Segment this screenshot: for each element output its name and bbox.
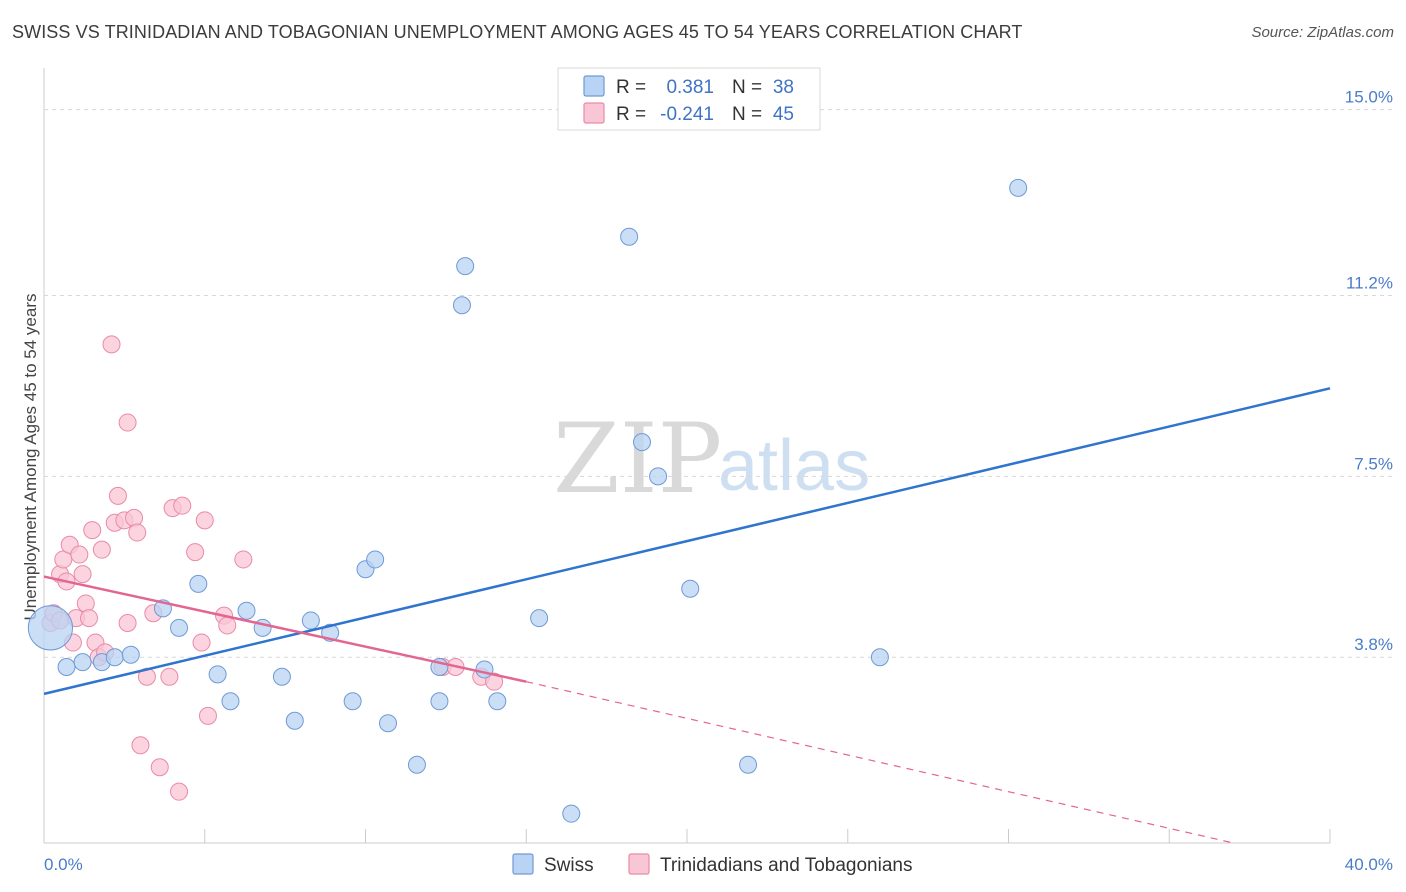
swiss-point (343, 692, 362, 711)
swiss-point (620, 227, 639, 246)
swiss-series-swatch (512, 853, 534, 875)
trini-point (128, 523, 147, 542)
y-tick-labels: 3.8% 7.5% 11.2% 15.0% (1345, 88, 1393, 655)
swiss-point (475, 660, 494, 679)
trini-point (234, 550, 253, 569)
source-label: Source: ZipAtlas.com (1251, 24, 1394, 41)
swiss-points (27, 178, 1028, 823)
swiss-point (562, 804, 581, 823)
trini-trend-line (43, 575, 527, 683)
swiss-point (681, 579, 700, 598)
swiss-series-label: Swiss (544, 855, 594, 876)
swiss-point (452, 296, 471, 315)
trini-point (108, 486, 127, 505)
swiss-point (301, 611, 320, 630)
trini-series-swatch (628, 853, 650, 875)
trini-point (118, 413, 137, 432)
trini-point (80, 609, 99, 628)
stats-legend: R = 0.381 N = 38 R = -0.241 N = 45 (557, 67, 821, 131)
swiss-point (530, 609, 549, 628)
swiss-point (488, 692, 507, 711)
y-axis-label: Unemployment Among Ages 45 to 54 years (21, 294, 40, 621)
gridlines (44, 109, 1392, 658)
swiss-r-value: 0.381 (666, 77, 714, 98)
swiss-point (121, 645, 140, 664)
swiss-point (105, 648, 124, 667)
trini-point (92, 540, 111, 559)
trini-points (41, 335, 504, 801)
trini-n-value: 45 (773, 104, 794, 125)
swiss-n-value: 38 (773, 77, 794, 98)
swiss-point (1009, 178, 1028, 197)
trini-point (170, 782, 189, 801)
swiss-point (272, 667, 291, 686)
trini-point (198, 706, 217, 725)
watermark-atlas: atlas (718, 426, 870, 506)
swiss-n-label: N = (732, 77, 762, 98)
trini-point (76, 594, 95, 613)
chart-title: SWISS VS TRINIDADIAN AND TOBAGONIAN UNEM… (12, 22, 1023, 42)
trini-r-label: R = (616, 104, 646, 125)
trini-point (186, 543, 205, 562)
swiss-point (407, 755, 426, 774)
series-legend: Swiss Trinidadians and Tobagonians (512, 853, 912, 876)
x-tick-label-max: 40.0% (1345, 855, 1393, 874)
swiss-point (208, 665, 227, 684)
trini-point (195, 511, 214, 530)
trini-point (485, 672, 504, 691)
swiss-point (430, 692, 449, 711)
swiss-r-label: R = (616, 77, 646, 98)
swiss-legend-swatch (583, 75, 605, 97)
swiss-point (379, 714, 398, 733)
y-tick-label: 11.2% (1346, 273, 1393, 292)
swiss-point (870, 648, 889, 667)
swiss-point (456, 257, 475, 276)
trini-point (218, 616, 237, 635)
trini-point (131, 736, 150, 755)
y-tick-label: 7.5% (1354, 454, 1393, 473)
swiss-point (189, 574, 208, 593)
x-tick-marks (204, 829, 1331, 843)
swiss-point (649, 467, 668, 486)
swiss-point (57, 658, 76, 676)
swiss-point (632, 433, 651, 452)
trini-point (150, 758, 169, 777)
trini-point (192, 633, 211, 652)
swiss-point (237, 601, 256, 620)
trini-series-label: Trinidadians and Tobagonians (660, 855, 912, 876)
swiss-point (221, 692, 240, 711)
trini-point (118, 614, 137, 632)
trini-point (102, 335, 121, 354)
trini-point (125, 508, 144, 527)
swiss-point (170, 618, 189, 637)
trini-legend-swatch (583, 102, 605, 124)
trini-point (70, 545, 89, 564)
swiss-point (285, 711, 304, 730)
trini-point (173, 496, 192, 515)
x-tick-label-min: 0.0% (44, 855, 83, 874)
trini-r-value: -0.241 (660, 104, 714, 125)
swiss-point (366, 550, 385, 569)
watermark-zip: ZIP (553, 403, 722, 515)
swiss-trend-line (43, 387, 1331, 696)
trini-point (160, 667, 179, 686)
trini-point (83, 521, 102, 540)
trini-n-label: N = (732, 104, 762, 125)
swiss-point (27, 605, 74, 651)
trini-trend-line-extension (526, 681, 1234, 844)
y-tick-label: 3.8% (1354, 635, 1393, 654)
swiss-point (739, 755, 758, 774)
y-tick-label: 15.0% (1345, 88, 1393, 107)
swiss-point (73, 653, 92, 672)
trini-point (73, 565, 92, 584)
